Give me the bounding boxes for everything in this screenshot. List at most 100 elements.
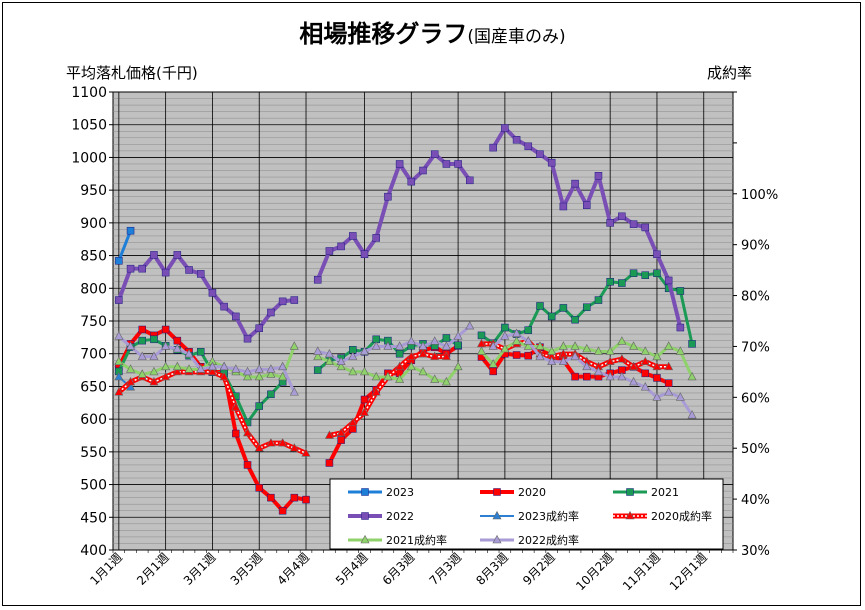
point — [266, 364, 276, 373]
point — [453, 331, 463, 340]
y-tick-label: 650 — [80, 379, 107, 395]
point — [524, 326, 533, 334]
point — [336, 361, 346, 371]
point — [337, 436, 345, 444]
point — [465, 320, 475, 330]
point — [675, 346, 685, 355]
point — [430, 351, 440, 360]
y-tick-label: 500 — [80, 478, 107, 494]
chart-title: 相場推移グラフ(国産車のみ) — [299, 20, 566, 48]
y2-tick-label: 100% — [741, 188, 778, 203]
point — [629, 376, 639, 386]
y-tick-label: 1050 — [71, 118, 107, 134]
point — [395, 361, 405, 371]
legend-label: 2020成約率 — [651, 509, 712, 523]
point — [138, 336, 146, 345]
point — [150, 335, 158, 344]
x-tick-label: 4月4週 — [274, 550, 312, 588]
point — [348, 417, 358, 427]
point — [337, 242, 345, 251]
point — [302, 495, 310, 504]
point — [626, 488, 634, 496]
point — [524, 142, 533, 151]
point — [605, 356, 615, 366]
y2-tick-label: 50% — [741, 442, 770, 457]
y-tick-label: 550 — [80, 445, 107, 461]
point — [640, 382, 650, 391]
point — [172, 343, 182, 353]
point — [605, 371, 615, 381]
point — [255, 484, 263, 492]
point — [325, 247, 334, 255]
point — [558, 341, 568, 350]
point — [325, 459, 334, 467]
point — [583, 201, 591, 209]
point — [536, 150, 544, 158]
x-tick-label: 3月1週 — [181, 550, 219, 588]
y2-tick-label: 80% — [741, 290, 770, 305]
point — [232, 312, 240, 321]
point — [161, 268, 170, 277]
point — [629, 361, 639, 371]
point — [547, 346, 557, 355]
point — [418, 341, 428, 350]
point — [676, 287, 685, 295]
point — [290, 296, 299, 304]
point — [582, 361, 592, 371]
point — [664, 379, 673, 387]
point — [360, 250, 369, 259]
point — [570, 341, 580, 350]
point — [290, 493, 299, 502]
point — [243, 461, 252, 469]
point — [430, 150, 439, 158]
x-tick-label: 10月2週 — [573, 550, 616, 593]
point — [255, 324, 263, 332]
point — [641, 271, 650, 279]
point — [618, 212, 626, 221]
point — [618, 279, 626, 287]
point — [161, 325, 170, 334]
point — [184, 364, 194, 373]
point — [523, 336, 533, 345]
point — [664, 341, 674, 350]
point — [184, 348, 194, 358]
point — [617, 354, 627, 363]
point — [278, 437, 288, 447]
point — [593, 366, 603, 376]
point — [114, 356, 124, 366]
x-tick-label: 8月3週 — [473, 550, 511, 588]
point — [172, 361, 182, 371]
point — [512, 336, 522, 345]
chart-subtitle: (国産車のみ) — [467, 27, 566, 47]
point — [137, 369, 147, 378]
point — [371, 371, 381, 381]
point — [652, 351, 662, 360]
x-tick-label: 7月3週 — [427, 550, 465, 588]
point — [501, 124, 509, 132]
point — [664, 276, 673, 285]
point — [559, 304, 568, 312]
point — [196, 364, 206, 373]
y-tick-label: 1100 — [71, 85, 107, 101]
point — [349, 232, 357, 240]
point — [372, 234, 380, 242]
point — [406, 351, 416, 360]
point — [675, 392, 685, 401]
point — [605, 346, 615, 355]
point — [629, 341, 639, 350]
point — [419, 166, 427, 175]
x-tick-label: 3月5週 — [228, 550, 266, 588]
point — [231, 364, 241, 373]
point — [653, 250, 661, 259]
point — [512, 328, 522, 338]
point — [625, 510, 635, 520]
point — [629, 269, 638, 277]
point — [219, 371, 229, 381]
point — [395, 160, 404, 168]
y-tick-label: 450 — [80, 510, 107, 526]
point — [688, 340, 696, 348]
y-tick-label: 950 — [80, 183, 107, 199]
y-tick-label: 800 — [80, 281, 107, 297]
point — [558, 356, 568, 366]
